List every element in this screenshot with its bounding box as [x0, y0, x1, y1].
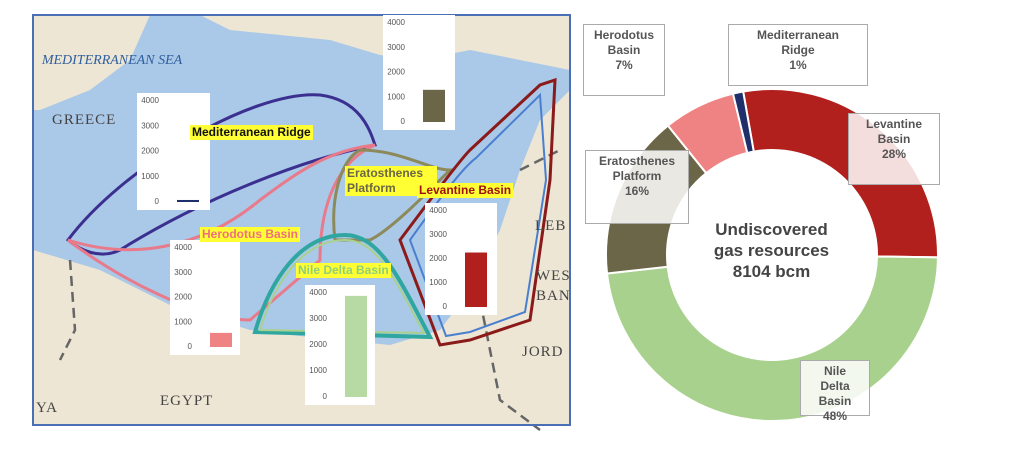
- mini-chart: 0 1000 2000 3000 4000: [383, 15, 455, 130]
- slice-name: Mediterranean Ridge: [756, 28, 840, 57]
- map-frame: [32, 14, 571, 426]
- nile-outline: [252, 232, 434, 340]
- y-tick-label: 1000: [309, 366, 327, 375]
- basin-title: Nile Delta Basin: [296, 263, 391, 278]
- y-tick-label: 3000: [309, 314, 327, 323]
- bar: [345, 295, 367, 397]
- y-tick-label: 4000: [174, 243, 192, 252]
- y-tick-label: 1000: [429, 278, 447, 287]
- bar: [210, 332, 232, 347]
- slice-value: 28%: [881, 147, 907, 161]
- y-tick-label: 0: [323, 392, 328, 401]
- basin-title: Mediterranean Ridge: [190, 125, 313, 140]
- slice-name: Eratosthenes Platform: [598, 154, 676, 183]
- levantine-outline: [398, 77, 557, 347]
- mini-chart: 0 1000 2000 3000 4000: [425, 203, 497, 315]
- center-text: Undiscovered gas resources 8104 bcm: [713, 220, 830, 281]
- slice-name: Levantine Basin: [865, 117, 922, 146]
- y-tick-label: 2000: [387, 68, 405, 77]
- slice-value: 7%: [615, 58, 633, 72]
- y-tick-label: 4000: [387, 18, 405, 27]
- slice-name: Herodotus Basin: [594, 28, 654, 57]
- place-label: WES BAN: [536, 268, 570, 304]
- bar: [177, 199, 199, 202]
- bar: [423, 89, 445, 122]
- bar: [465, 252, 487, 307]
- slice-value: 48%: [822, 409, 848, 423]
- nile-outline: [258, 238, 426, 335]
- slice-value: 1%: [789, 58, 807, 72]
- y-tick-label: 4000: [429, 206, 447, 215]
- y-tick-label: 0: [155, 197, 160, 206]
- y-tick-label: 2000: [309, 340, 327, 349]
- mini-chart: 0 1000 2000 3000 4000: [137, 93, 210, 210]
- eratosthenes-outline: [332, 148, 454, 242]
- y-tick-label: 3000: [387, 43, 405, 52]
- y-tick-label: 4000: [141, 96, 159, 105]
- mini-chart: 0 1000 2000 3000 4000: [170, 240, 240, 355]
- place-label: LEB: [535, 218, 567, 234]
- y-tick-label: 3000: [141, 121, 159, 130]
- basin-title: Eratosthenes Platform: [345, 166, 437, 196]
- slice-label: Nile Delta Basin 48%: [800, 360, 870, 423]
- y-tick-label: 0: [401, 117, 406, 126]
- slice-label: Eratosthenes Platform 16%: [585, 150, 689, 224]
- slice-label: Levantine Basin 28%: [848, 113, 940, 185]
- donut-slice: [742, 88, 939, 259]
- y-tick-label: 1000: [387, 92, 405, 101]
- y-tick-label: 3000: [429, 230, 447, 239]
- mini-chart: 0 1000 2000 3000 4000: [305, 285, 375, 405]
- slice-name: Nile Delta Basin: [818, 364, 852, 408]
- y-tick-label: 3000: [174, 268, 192, 277]
- y-tick-label: 2000: [174, 293, 192, 302]
- place-label: GREECE: [52, 112, 117, 128]
- y-tick-label: 1000: [174, 317, 192, 326]
- slice-label: Mediterranean Ridge 1%: [728, 24, 868, 86]
- y-tick-label: 2000: [429, 254, 447, 263]
- y-tick-label: 4000: [309, 288, 327, 297]
- sea-label: MEDITERRANEAN SEA: [41, 53, 183, 68]
- donut-slice: [731, 90, 755, 155]
- basin-title: Herodotus Basin: [200, 227, 301, 242]
- land: [33, 15, 150, 110]
- y-tick-label: 0: [188, 342, 193, 351]
- y-tick-label: 0: [443, 302, 448, 311]
- place-label: YA: [36, 400, 59, 416]
- slice-value: 16%: [624, 184, 650, 198]
- place-label: EGYPT: [160, 393, 214, 409]
- place-label: JORD: [522, 344, 564, 360]
- levantine-outline: [408, 92, 548, 338]
- y-tick-label: 2000: [141, 147, 159, 156]
- basin-title: Levantine Basin: [417, 183, 514, 198]
- land: [33, 90, 570, 425]
- y-tick-label: 1000: [141, 172, 159, 181]
- slice-label: Herodotus Basin 7%: [583, 24, 665, 96]
